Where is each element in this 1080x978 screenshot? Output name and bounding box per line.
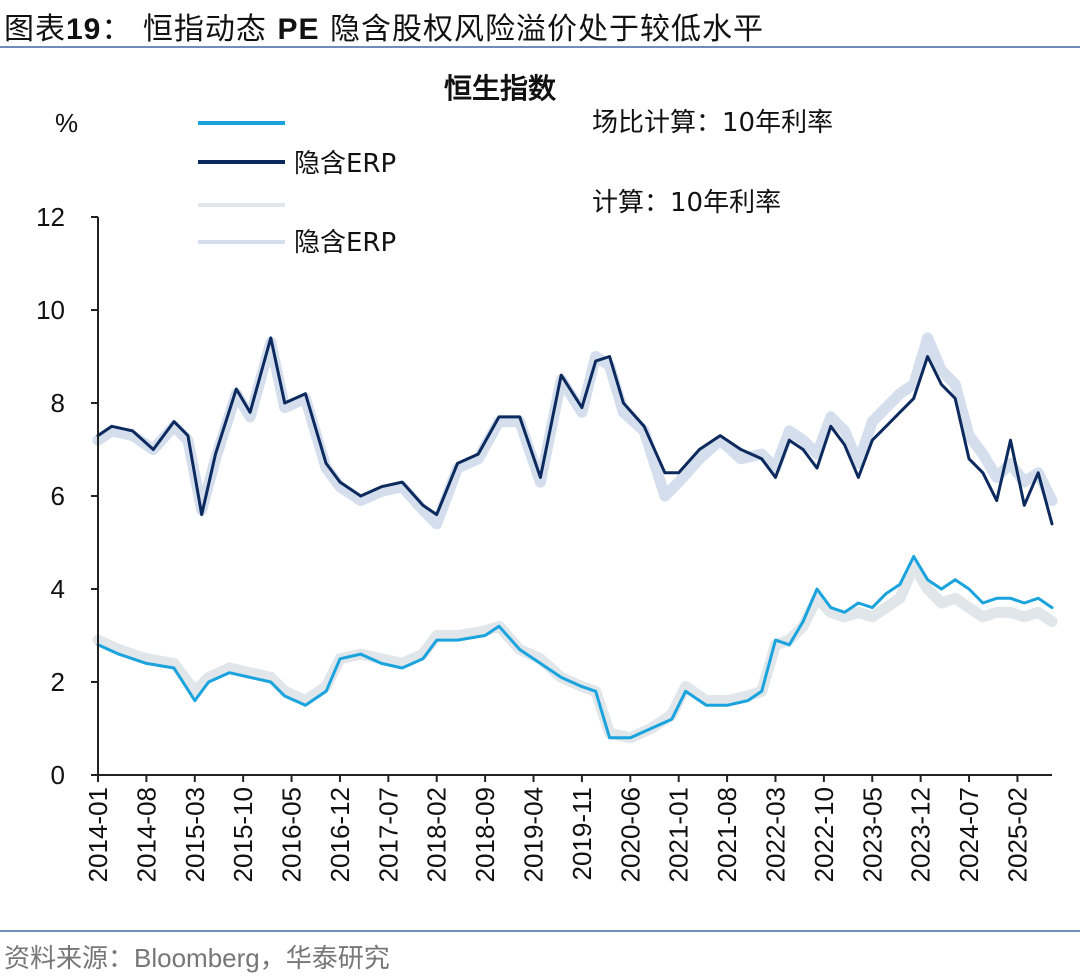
- series-layer: [92, 332, 1058, 744]
- figure-title-suffix: 隐含股权风险溢价处于较低水平: [319, 12, 765, 47]
- legend: 场比计算：10年利率 隐含ERP 计算：10年利率 隐含ERP: [198, 108, 833, 258]
- x-tick-label: 2023-12: [906, 787, 936, 882]
- x-tick-label: 2015-10: [228, 787, 258, 882]
- x-tick-label: 2020-06: [615, 787, 645, 882]
- header-divider: [0, 46, 1080, 48]
- y-axis-unit: %: [55, 108, 78, 138]
- line-chart: 恒生指数 % 场比计算：10年利率 隐含ERP 计算：10年利率 隐含ERP 0…: [36, 72, 1058, 882]
- x-tick-label: 2015-03: [180, 787, 210, 882]
- x-tick-label: 2018-09: [470, 787, 500, 882]
- series-line-erp-b: [92, 332, 1058, 530]
- x-tick-label: 2014-08: [131, 787, 161, 882]
- y-tick-label: 8: [51, 388, 65, 418]
- y-tick-label: 2: [51, 667, 65, 697]
- x-tick-label: 2021-08: [712, 787, 742, 882]
- source-name: Bloomberg: [134, 943, 260, 973]
- footer-divider: [0, 930, 1080, 932]
- source-suffix: ，华泰研究: [259, 944, 390, 974]
- x-tick-label: 2022-03: [760, 787, 790, 882]
- x-axis: 2014-01 2014-08 2015-03 2015-10 2016-05 2016-…: [83, 774, 1052, 882]
- x-tick-label: 2021-01: [664, 787, 694, 882]
- figure-title-rest: ： 恒指动态: [101, 12, 278, 47]
- x-tick-label: 2022-10: [809, 787, 839, 882]
- x-tick-label: 2016-05: [277, 787, 307, 882]
- x-tick-label: 2019-04: [519, 787, 549, 882]
- source-prefix: 资料来源：: [4, 944, 135, 974]
- y-tick-label: 0: [51, 760, 65, 790]
- legend-label-rate-a: 场比计算：10年利率: [592, 108, 833, 138]
- x-tick-label: 2023-05: [857, 787, 887, 882]
- series-line-erp-a: [96, 336, 1054, 526]
- series-line-rate-a: [96, 555, 1054, 740]
- figure-number: 19: [66, 13, 102, 46]
- x-tick-label: 2016-12: [325, 787, 355, 882]
- figure-title-prefix: 图表: [4, 12, 66, 47]
- x-tick-label: 2025-02: [1002, 787, 1032, 882]
- x-tick-label: 2017-07: [373, 787, 403, 882]
- x-tick-label: 2024-07: [954, 787, 984, 882]
- y-axis: 0 2 4 6 8 10 12: [36, 202, 99, 790]
- y-tick-label: 10: [36, 295, 65, 325]
- x-tick-label: 2018-02: [422, 787, 452, 882]
- y-tick-label: 12: [36, 202, 65, 232]
- source-note: 资料来源：Bloomberg，华泰研究: [4, 938, 390, 975]
- figure-title: 图表19： 恒指动态 PE 隐含股权风险溢价处于较低水平: [4, 4, 764, 48]
- y-tick-label: 6: [51, 481, 65, 511]
- legend-label-rate-b: 计算：10年利率: [592, 188, 781, 218]
- y-tick-label: 4: [51, 574, 65, 604]
- legend-label-erp-b: 隐含ERP: [294, 228, 396, 258]
- x-tick-label: 2014-01: [83, 787, 113, 882]
- legend-label-erp-a: 隐含ERP: [294, 149, 396, 179]
- series-line-rate-b: [92, 560, 1058, 744]
- figure-title-pe: PE: [277, 13, 320, 46]
- chart-title: 恒生指数: [444, 72, 557, 105]
- x-tick-label: 2019-11: [567, 787, 597, 881]
